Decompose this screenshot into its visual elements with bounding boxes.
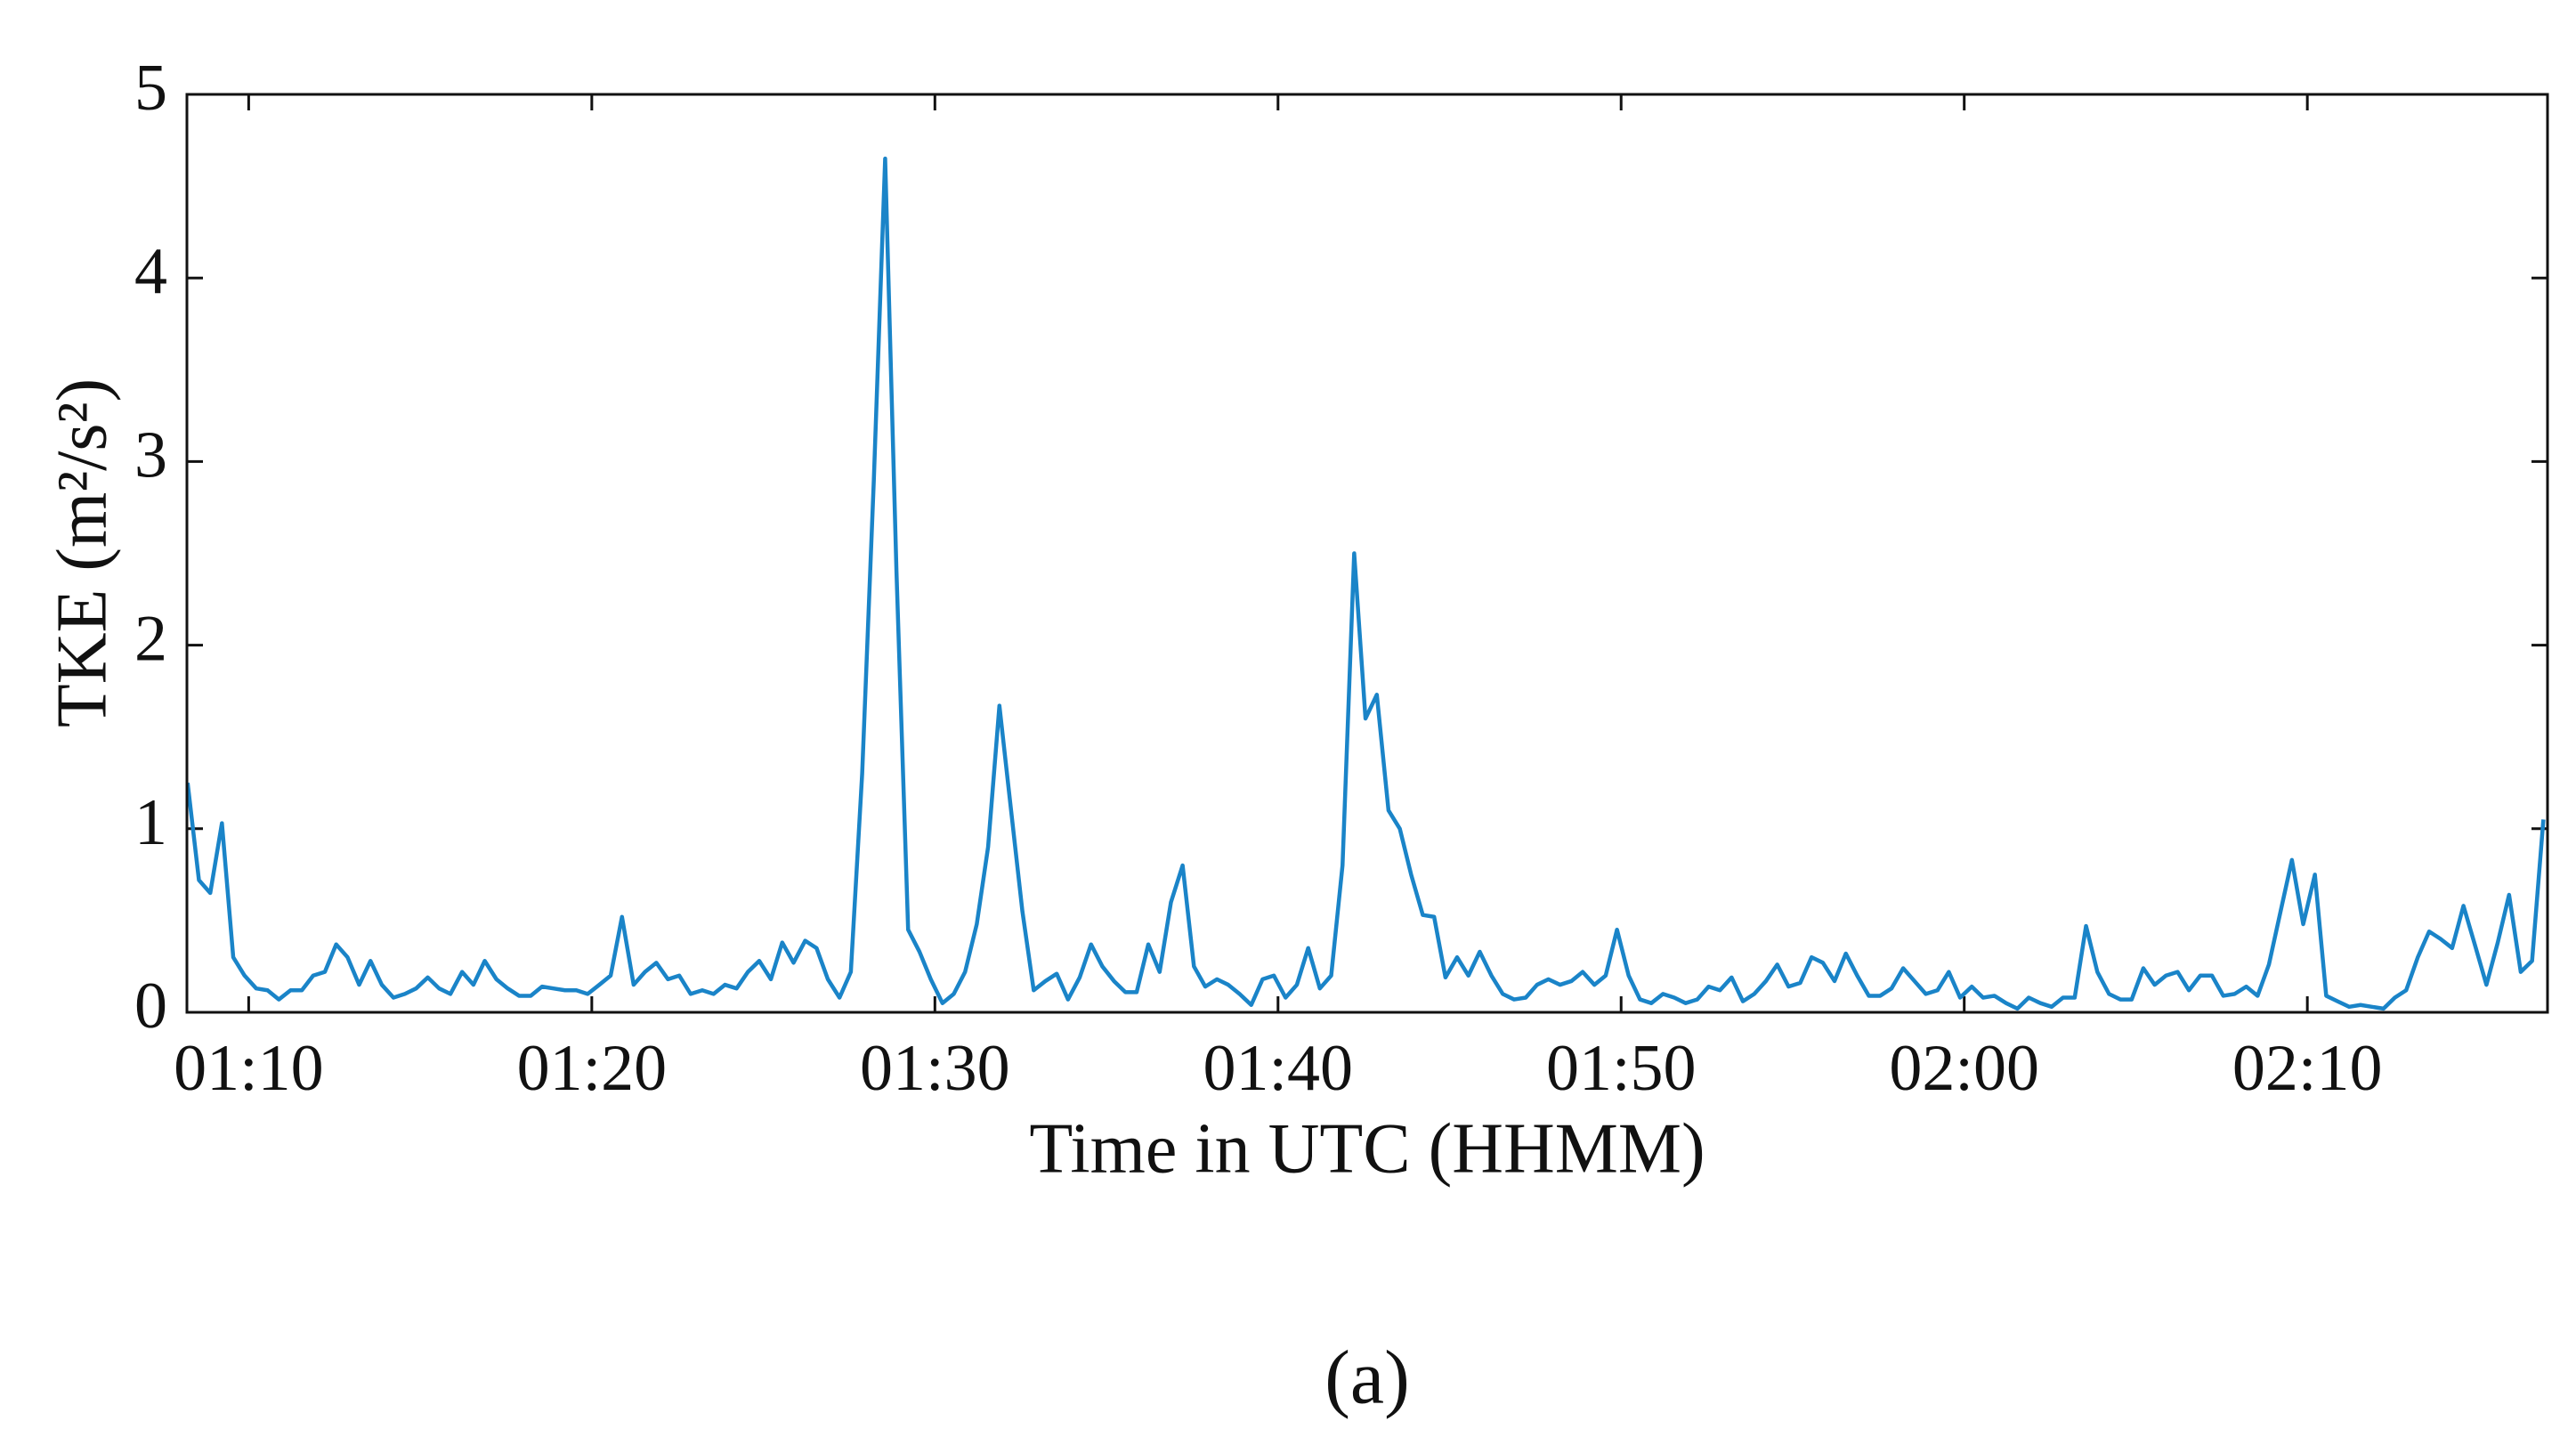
plot-frame [185,93,2549,1014]
y-tick-label: 2 [134,603,167,676]
y-tick-label: 5 [134,52,167,125]
y-tick-label: 0 [134,970,167,1043]
y-tick-label: 4 [134,235,167,308]
x-tick-label: 01:50 [1546,1032,1697,1105]
x-tick-label: 01:20 [517,1032,668,1105]
y-tick-label: 3 [134,418,167,491]
y-tick-label: 1 [134,786,167,859]
x-tick-label: 01:30 [860,1032,1010,1105]
data-line [185,156,2546,1011]
x-tick-label: 02:00 [1889,1032,2039,1105]
x-tick-label: 02:10 [2232,1032,2383,1105]
x-axis-label: Time in UTC (HHMM) [1029,1109,1705,1188]
x-tick-label: 01:10 [174,1032,324,1105]
y-axis-label: TKE (m²/s²) [43,378,121,727]
caption: (a) [1324,1335,1409,1420]
x-tick-label: 01:40 [1203,1032,1353,1105]
